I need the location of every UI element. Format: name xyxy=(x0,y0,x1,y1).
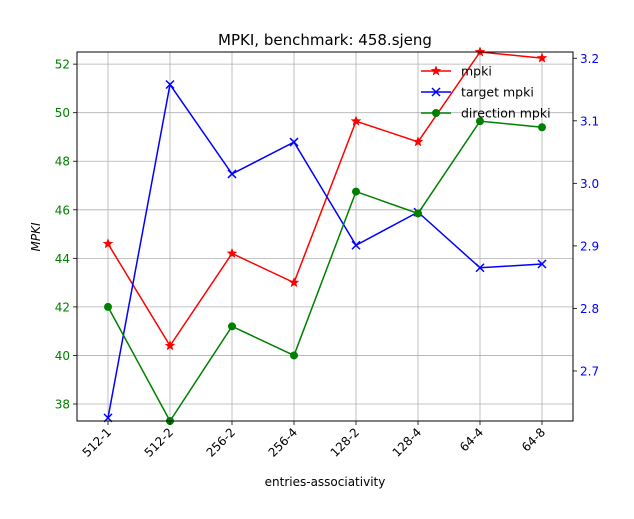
legend-item: direction mpki xyxy=(421,106,551,121)
y-axis-title: MPKI xyxy=(29,222,43,251)
data-point xyxy=(289,137,299,147)
data-point xyxy=(165,79,175,90)
data-point xyxy=(227,169,237,179)
legend-marker xyxy=(432,109,440,117)
chart-title: MPKI, benchmark: 458.sjeng xyxy=(218,31,432,49)
data-point xyxy=(476,117,484,126)
data-point xyxy=(228,322,236,331)
y-right-tick-label: 2.8 xyxy=(580,302,599,316)
data-point xyxy=(164,340,176,351)
data-point xyxy=(102,238,114,249)
series-line xyxy=(107,82,543,419)
series-line xyxy=(107,51,543,348)
data-point xyxy=(290,351,298,360)
y-left-tick-label: 38 xyxy=(55,398,70,412)
data-point xyxy=(288,276,300,288)
y-right-tick-label: 3.2 xyxy=(580,52,599,66)
y-left-tick-label: 52 xyxy=(55,58,70,72)
legend-label: direction mpki xyxy=(461,106,551,121)
data-point xyxy=(475,263,485,273)
series-target-mpki xyxy=(103,79,547,423)
series-mpki xyxy=(102,46,548,351)
data-point xyxy=(536,52,548,63)
y-right-tick-label: 2.7 xyxy=(580,364,599,378)
data-point xyxy=(352,187,360,196)
y-axis-right: 2.7 2.8 2.9 3.0 3.1 3.2 xyxy=(573,52,599,378)
data-point xyxy=(351,240,361,250)
y-left-tick-label: 44 xyxy=(55,252,70,266)
y-left-tick-label: 40 xyxy=(55,349,70,363)
y-left-tick-label: 50 xyxy=(55,106,70,120)
legend-item: mpki xyxy=(421,64,492,79)
y-left-tick-label: 42 xyxy=(55,300,70,314)
data-point xyxy=(412,136,424,147)
data-point xyxy=(350,115,362,126)
legend-marker xyxy=(431,87,441,97)
y-left-tick-label: 48 xyxy=(55,155,70,169)
data-point xyxy=(537,259,547,269)
y-left-tick-label: 46 xyxy=(55,203,70,217)
legend-label: mpki xyxy=(461,64,492,79)
data-point xyxy=(538,123,546,132)
legend-item: target mpki xyxy=(421,85,534,100)
data-point xyxy=(104,302,112,311)
y-axis-left: 38 40 42 44 46 48 50 52 xyxy=(55,58,77,412)
series-line xyxy=(107,120,543,423)
legend-label: target mpki xyxy=(461,85,534,100)
legend: mpki target mpki direction mpki xyxy=(421,64,551,121)
legend-marker xyxy=(430,65,442,76)
grid xyxy=(77,52,573,421)
plot-frame xyxy=(76,51,574,422)
y-right-tick-label: 3.1 xyxy=(580,114,599,128)
series-layer xyxy=(102,46,548,425)
data-point xyxy=(414,209,422,218)
x-axis-title: entries-associativity xyxy=(265,475,386,489)
y-right-tick-label: 3.0 xyxy=(580,177,599,191)
y-right-tick-label: 2.9 xyxy=(580,239,599,253)
data-point xyxy=(226,247,238,259)
